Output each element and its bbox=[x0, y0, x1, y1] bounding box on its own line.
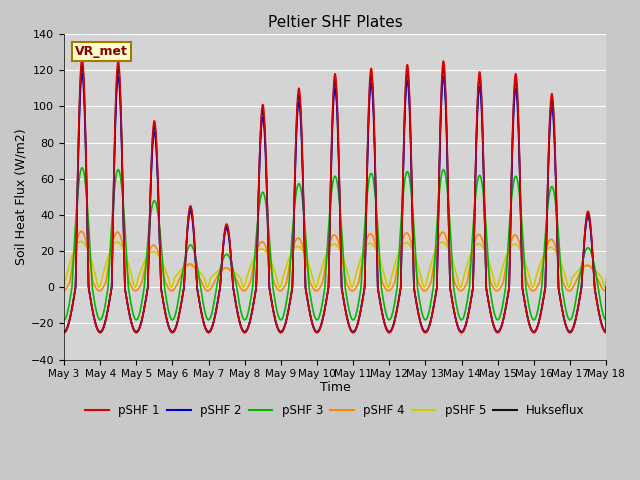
Text: VR_met: VR_met bbox=[75, 45, 128, 58]
pSHF 4 bbox=[154, 249, 162, 255]
pSHF 5 bbox=[533, 270, 541, 276]
pSHF 5 bbox=[601, 285, 609, 290]
pSHF 3 bbox=[592, 269, 600, 275]
pSHF 2 bbox=[292, 157, 300, 163]
Line: Hukseflux: Hukseflux bbox=[64, 64, 606, 332]
pSHF 5 bbox=[60, 283, 68, 288]
Y-axis label: Soil Heat Flux (W/m2): Soil Heat Flux (W/m2) bbox=[15, 129, 28, 265]
pSHF 4 bbox=[77, 228, 85, 234]
Hukseflux bbox=[292, 151, 300, 157]
pSHF 3 bbox=[602, 285, 610, 290]
pSHF 4 bbox=[533, 284, 541, 289]
Line: pSHF 5: pSHF 5 bbox=[64, 241, 606, 288]
pSHF 2 bbox=[122, 292, 130, 298]
pSHF 1 bbox=[533, 325, 541, 331]
pSHF 4 bbox=[292, 238, 300, 244]
X-axis label: Time: Time bbox=[319, 381, 351, 394]
Line: pSHF 2: pSHF 2 bbox=[64, 73, 606, 333]
Hukseflux bbox=[78, 61, 86, 67]
pSHF 2 bbox=[60, 330, 68, 336]
pSHF 5 bbox=[268, 262, 276, 267]
pSHF 4 bbox=[122, 259, 130, 264]
pSHF 5 bbox=[292, 244, 300, 250]
Hukseflux bbox=[602, 285, 610, 290]
Title: Peltier SHF Plates: Peltier SHF Plates bbox=[268, 15, 403, 30]
Line: pSHF 3: pSHF 3 bbox=[64, 168, 606, 320]
pSHF 1 bbox=[292, 147, 300, 153]
Line: pSHF 1: pSHF 1 bbox=[64, 58, 606, 333]
pSHF 4 bbox=[602, 279, 610, 285]
pSHF 1 bbox=[154, 184, 162, 190]
pSHF 1 bbox=[268, 301, 276, 307]
pSHF 2 bbox=[154, 191, 162, 197]
pSHF 2 bbox=[602, 285, 610, 290]
pSHF 3 bbox=[268, 272, 276, 278]
Hukseflux bbox=[60, 329, 68, 335]
pSHF 5 bbox=[122, 253, 130, 259]
pSHF 1 bbox=[60, 330, 68, 336]
Hukseflux bbox=[122, 292, 130, 298]
pSHF 5 bbox=[77, 239, 85, 244]
pSHF 1 bbox=[122, 292, 130, 298]
pSHF 3 bbox=[533, 310, 541, 316]
pSHF 3 bbox=[292, 194, 300, 200]
Hukseflux bbox=[154, 187, 162, 193]
pSHF 1 bbox=[602, 285, 610, 290]
pSHF 2 bbox=[592, 291, 600, 297]
pSHF 2 bbox=[533, 325, 541, 331]
pSHF 4 bbox=[592, 272, 600, 277]
Legend: pSHF 1, pSHF 2, pSHF 3, pSHF 4, pSHF 5, Hukseflux: pSHF 1, pSHF 2, pSHF 3, pSHF 4, pSHF 5, … bbox=[81, 400, 589, 422]
pSHF 5 bbox=[602, 276, 610, 281]
pSHF 2 bbox=[78, 71, 86, 76]
pSHF 3 bbox=[78, 165, 86, 171]
pSHF 1 bbox=[78, 55, 86, 60]
Hukseflux bbox=[268, 301, 276, 307]
pSHF 3 bbox=[154, 213, 162, 218]
pSHF 5 bbox=[592, 268, 600, 274]
pSHF 2 bbox=[268, 301, 276, 307]
Hukseflux bbox=[592, 291, 600, 297]
pSHF 4 bbox=[60, 288, 68, 294]
pSHF 4 bbox=[268, 271, 276, 276]
pSHF 4 bbox=[602, 288, 609, 294]
pSHF 3 bbox=[122, 243, 130, 249]
pSHF 3 bbox=[60, 317, 68, 323]
Hukseflux bbox=[533, 324, 541, 330]
Line: pSHF 4: pSHF 4 bbox=[64, 231, 606, 291]
pSHF 1 bbox=[592, 291, 600, 297]
pSHF 5 bbox=[154, 252, 162, 258]
